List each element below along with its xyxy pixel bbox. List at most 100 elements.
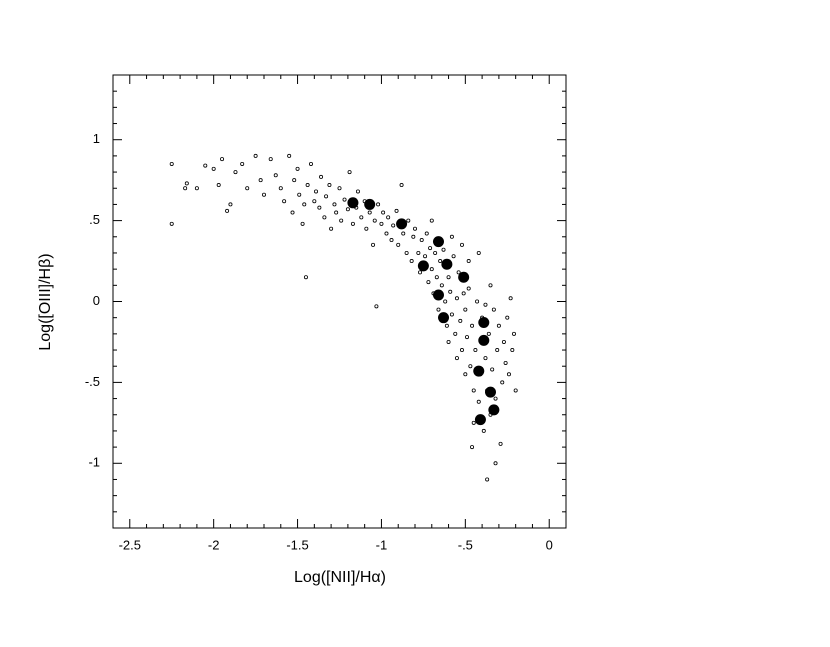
- open-point: [342, 197, 347, 202]
- filled-point: [488, 404, 500, 416]
- y-tick-label: -1: [88, 455, 100, 470]
- open-point: [463, 372, 468, 377]
- open-point: [359, 215, 364, 220]
- open-point: [282, 199, 287, 204]
- open-point: [424, 231, 429, 236]
- open-point: [253, 153, 258, 158]
- open-point: [454, 296, 459, 301]
- open-point: [302, 202, 307, 207]
- open-point: [463, 307, 468, 312]
- open-point: [273, 173, 278, 178]
- x-tick-label: 0: [546, 537, 553, 552]
- open-point: [203, 163, 208, 168]
- open-point: [434, 275, 439, 280]
- open-point: [466, 259, 471, 264]
- open-point: [332, 202, 337, 207]
- filled-point: [485, 386, 496, 398]
- open-point: [493, 396, 498, 401]
- filled-point: [432, 236, 444, 248]
- open-point: [446, 275, 451, 280]
- filled-point: [473, 365, 485, 377]
- open-point: [350, 221, 355, 226]
- open-point: [453, 331, 458, 336]
- x-axis-label: Log([NII]/Hα): [294, 569, 386, 586]
- open-point: [481, 428, 486, 433]
- open-point: [465, 335, 470, 340]
- open-point: [305, 183, 310, 188]
- open-point: [411, 234, 416, 239]
- open-point: [220, 157, 225, 162]
- open-point: [471, 420, 476, 425]
- open-point: [345, 207, 350, 212]
- open-point: [461, 291, 466, 296]
- open-point: [374, 304, 379, 309]
- open-point: [423, 254, 428, 259]
- open-point: [428, 246, 433, 251]
- open-point: [324, 194, 329, 199]
- open-point: [401, 231, 406, 236]
- open-point: [439, 283, 444, 288]
- y-tick-label: .5: [89, 212, 100, 227]
- open-point: [303, 275, 308, 280]
- open-point: [322, 215, 327, 220]
- open-point: [386, 215, 391, 220]
- open-point: [426, 280, 431, 285]
- open-point: [183, 186, 188, 191]
- filled-point: [417, 260, 429, 272]
- open-point: [438, 259, 443, 264]
- open-point: [441, 247, 446, 252]
- open-point: [468, 364, 473, 369]
- open-point: [493, 461, 498, 466]
- open-point: [409, 259, 414, 264]
- open-point: [485, 477, 490, 482]
- open-point: [372, 218, 377, 223]
- open-point: [416, 250, 421, 255]
- open-point: [498, 441, 503, 446]
- open-point: [399, 183, 404, 188]
- open-point: [496, 323, 501, 328]
- filled-point: [478, 317, 490, 329]
- open-point: [394, 208, 399, 213]
- open-point: [508, 296, 513, 301]
- open-point: [347, 170, 352, 175]
- open-point: [290, 210, 295, 215]
- open-point: [433, 250, 438, 255]
- open-point: [495, 348, 500, 353]
- open-point: [391, 223, 396, 228]
- open-point: [501, 339, 506, 344]
- filled-point: [474, 414, 486, 426]
- open-point: [396, 242, 401, 247]
- open-point: [443, 299, 448, 304]
- open-point: [505, 315, 510, 320]
- open-point: [490, 367, 495, 372]
- open-point: [225, 208, 230, 213]
- open-point: [444, 323, 449, 328]
- x-tick-label: -1: [376, 537, 388, 552]
- filled-point: [364, 198, 376, 210]
- open-point: [233, 170, 238, 175]
- open-point: [475, 299, 480, 304]
- open-point: [456, 270, 461, 275]
- open-point: [449, 312, 454, 317]
- open-point: [287, 153, 292, 158]
- open-point: [449, 234, 454, 239]
- open-point: [486, 331, 491, 336]
- open-point: [292, 178, 297, 183]
- open-point: [364, 226, 369, 231]
- open-point: [300, 221, 305, 226]
- open-point: [184, 181, 189, 186]
- x-tick-label: -1.5: [286, 537, 308, 552]
- open-point: [376, 202, 381, 207]
- open-point: [404, 250, 409, 255]
- open-point: [471, 388, 476, 393]
- open-point: [329, 226, 334, 231]
- open-point: [371, 242, 376, 247]
- filled-point: [396, 218, 408, 230]
- open-point: [406, 218, 411, 223]
- open-point: [317, 205, 322, 210]
- y-tick-label: 0: [93, 293, 100, 308]
- open-point: [429, 267, 434, 272]
- filled-point: [438, 312, 450, 324]
- open-point: [381, 210, 386, 215]
- open-point: [268, 157, 273, 162]
